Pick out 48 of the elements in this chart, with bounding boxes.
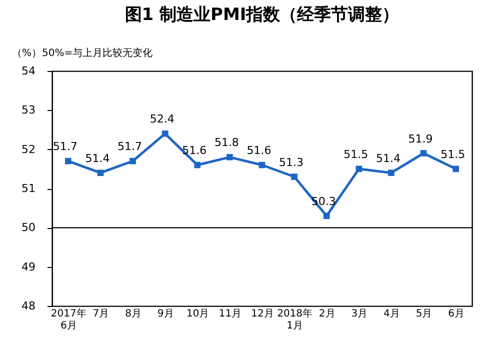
data-label: 51.4	[376, 152, 400, 165]
x-tick-label: 6月	[448, 308, 465, 320]
x-tick-label: 11月	[218, 308, 242, 320]
data-label: 52.4	[150, 112, 174, 126]
y-tick-label: 48	[22, 300, 36, 312]
point	[291, 174, 298, 180]
data-label: 51.7	[118, 140, 142, 154]
data-label: 51.3	[279, 156, 304, 169]
point	[162, 130, 168, 137]
y-tick-label: 50	[22, 221, 36, 234]
y-tick-label: 53	[22, 104, 36, 117]
point	[194, 162, 201, 168]
data-label: 51.7	[52, 140, 78, 154]
point	[420, 150, 427, 156]
y-axis-title: （%）	[12, 48, 42, 59]
data-label: 51.4	[85, 152, 110, 165]
x-tick-label: 10月	[186, 308, 210, 320]
point	[226, 154, 233, 160]
y-tick-label: 51	[22, 182, 36, 195]
x-tick-label: 12月	[251, 308, 274, 320]
point	[258, 162, 266, 168]
x-tick-label: 2月	[318, 308, 336, 320]
point	[97, 170, 104, 176]
x-tick-label: 5月	[416, 308, 432, 320]
data-label: 51.8	[214, 136, 239, 150]
data-label: 51.6	[182, 144, 207, 157]
x-tick-label: 9月	[157, 308, 174, 320]
chart-title: 图1 制造业PMI指数（经季节调整）	[124, 5, 400, 25]
x-tick-label: 8月	[125, 308, 142, 320]
point	[323, 212, 330, 220]
x-tick-label: 3月	[351, 308, 368, 320]
point	[452, 166, 460, 172]
point	[356, 166, 362, 172]
y-tick-label: 52	[22, 142, 36, 156]
y-tick-label: 54	[22, 64, 36, 78]
data-label: 51.5	[344, 148, 368, 161]
data-label: 51.6	[246, 144, 272, 157]
data-label: 51.9	[408, 132, 433, 146]
text: 50%=与上月比较无变化	[42, 47, 153, 59]
x-tick-label: 2018年 1月	[277, 308, 313, 332]
x-tick-label: 2017年 6月	[50, 308, 86, 332]
y-tick-label: 49	[22, 260, 36, 274]
point	[388, 170, 394, 176]
x-tick-label: 4月	[384, 308, 400, 320]
x-tick-label: 7月	[92, 308, 110, 320]
point	[64, 158, 72, 164]
data-label: 51.5	[440, 148, 466, 161]
point	[130, 158, 136, 164]
